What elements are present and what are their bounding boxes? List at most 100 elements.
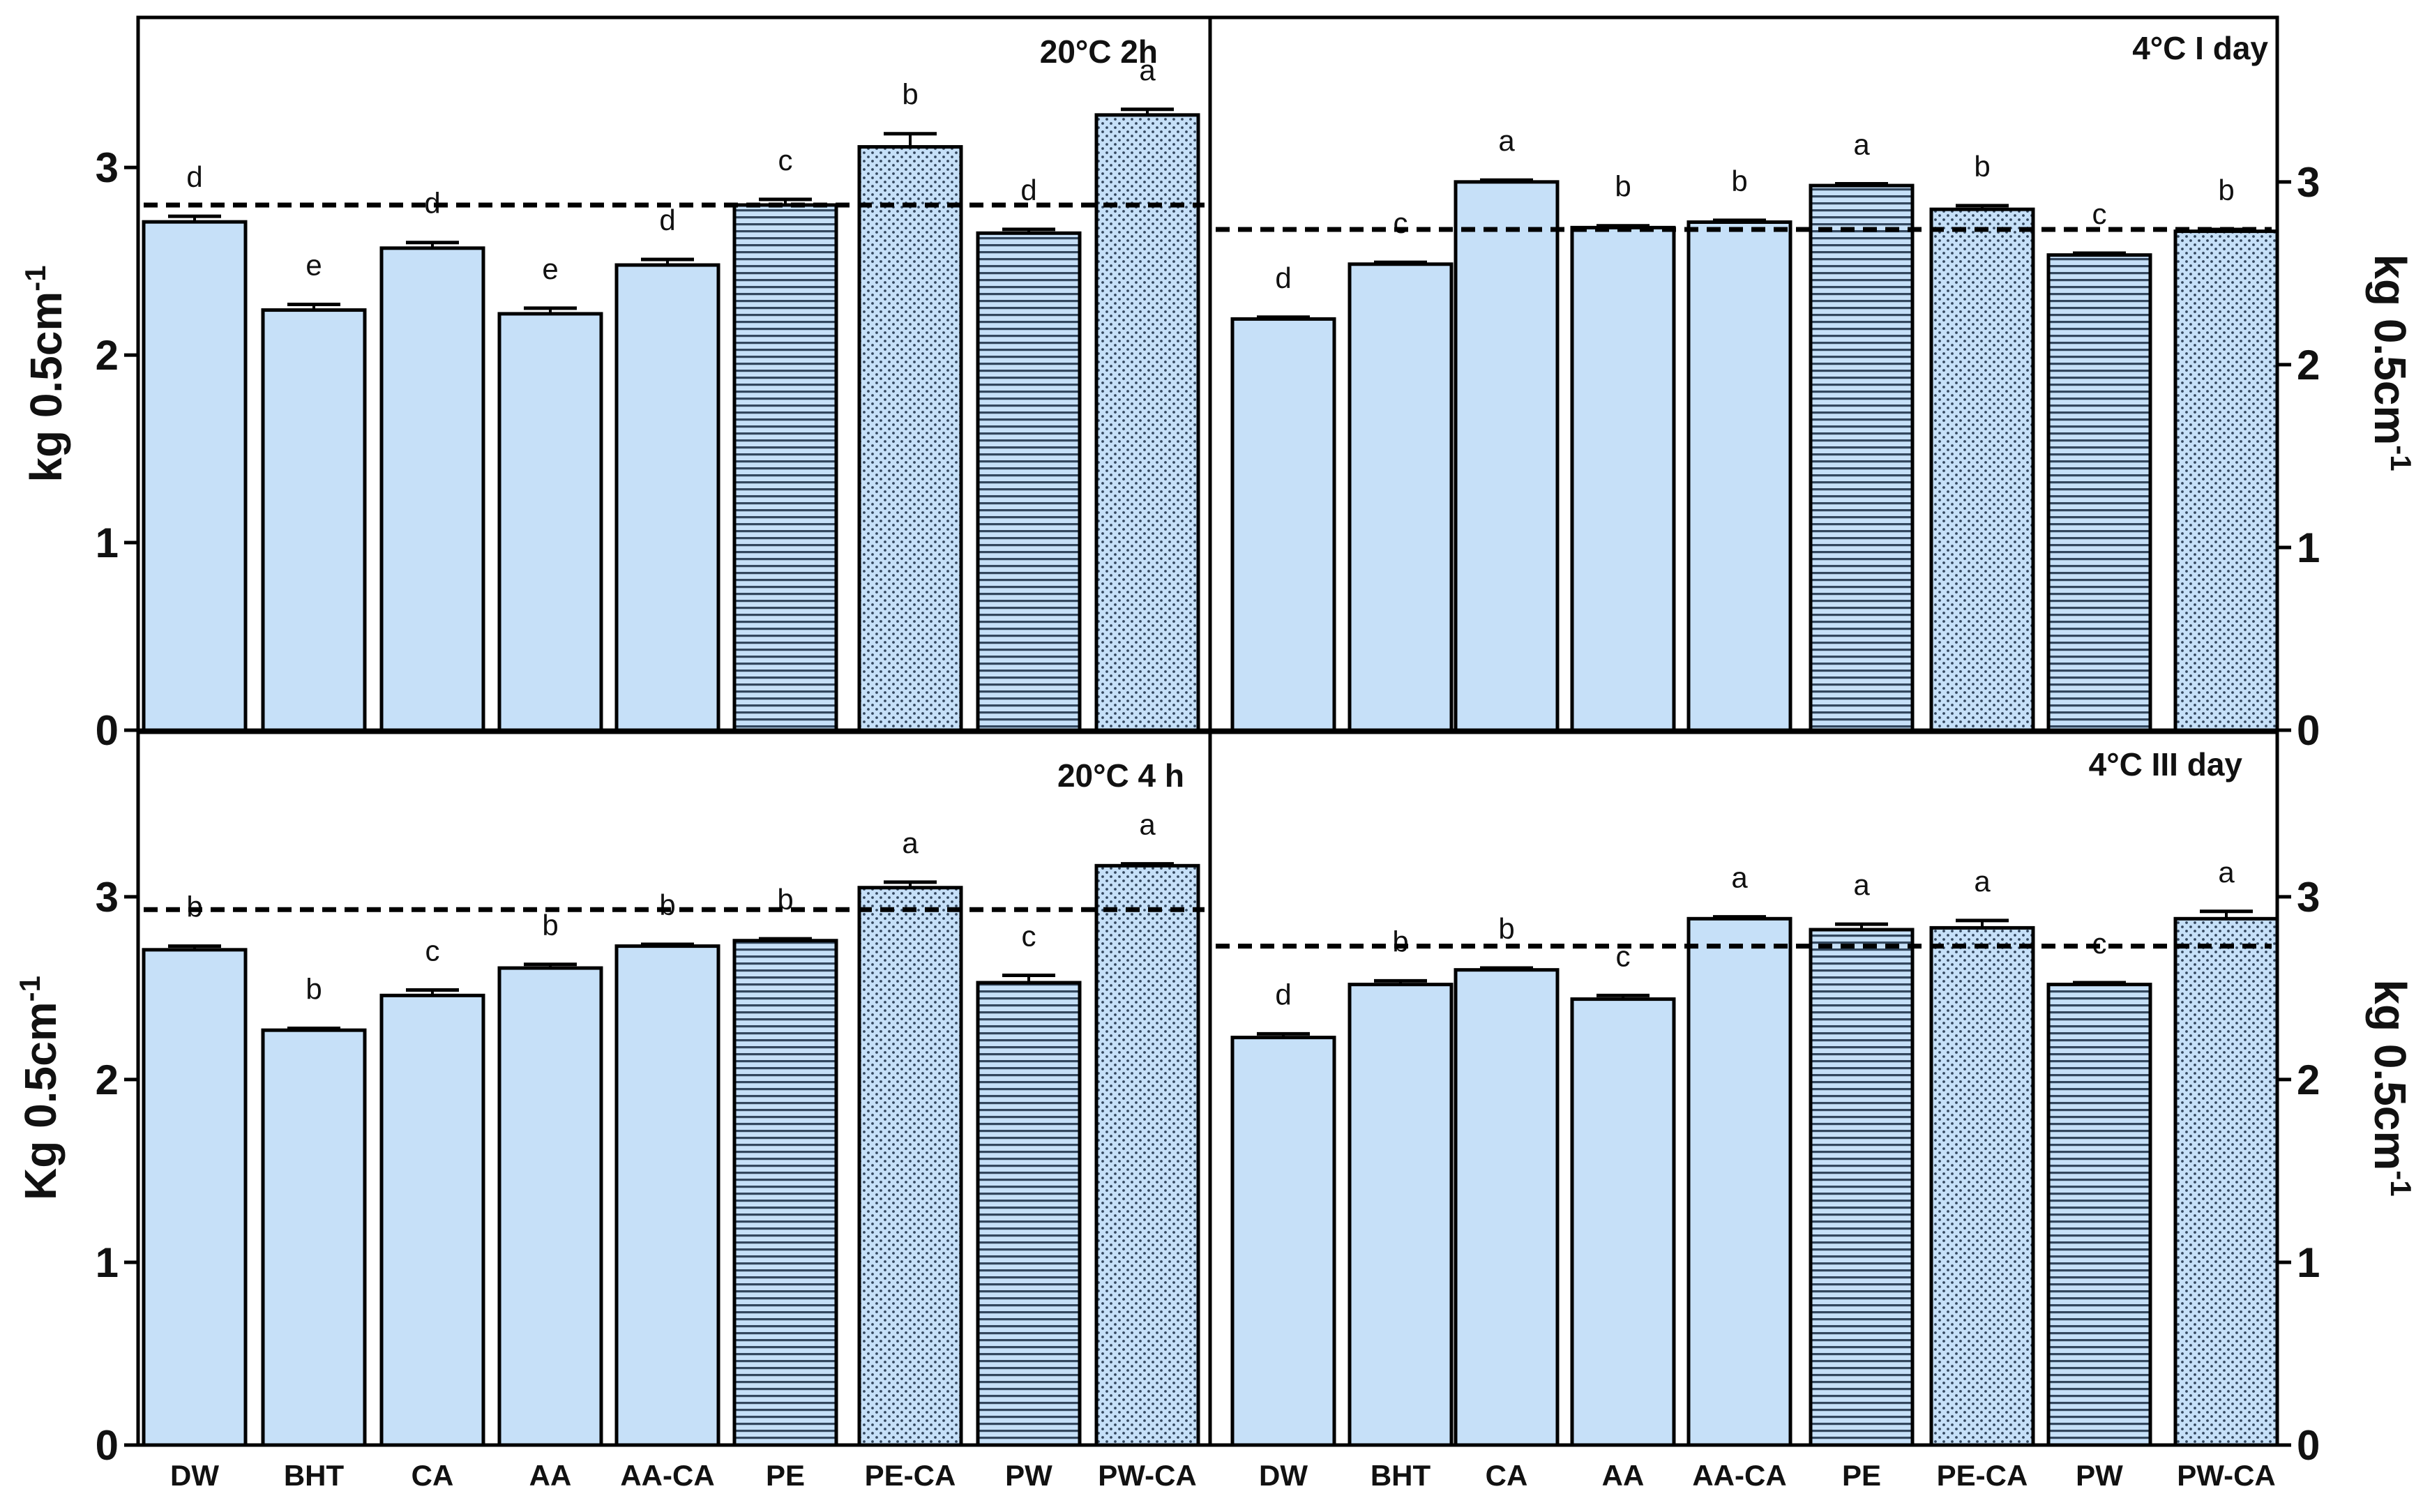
y-tick-label: 1	[96, 520, 119, 566]
x-tick-label: PW-CA	[1098, 1459, 1196, 1492]
y-axis-title-superscript: -1	[19, 265, 52, 291]
y-axis-title-main: kg 0.5cm	[21, 292, 71, 483]
x-tick-label: DW	[170, 1459, 219, 1492]
bar	[142, 948, 248, 1447]
bar	[142, 220, 248, 732]
x-tick-label: PE	[766, 1459, 805, 1492]
panel-4c-i-day: 0 1 2 3 d c a b b a b c b 4°C I day kg 0.5cm-1	[1208, 15, 2418, 754]
y-axis-title-main: Kg 0.5cm	[15, 1001, 66, 1200]
significance-letter: b	[1498, 912, 1514, 945]
bar	[1230, 1036, 1336, 1447]
y-axis-title: kg 0.5cm-1	[19, 265, 72, 482]
y-tick-label: 2	[96, 332, 119, 379]
significance-letter: c	[2092, 927, 2107, 960]
bar	[261, 308, 367, 732]
panel-plot: 0 1 2 3 d e d e d c b d a	[96, 15, 1212, 754]
bar	[1348, 262, 1454, 732]
significance-letter: a	[1853, 868, 1870, 901]
x-tick-label: PE-CA	[1937, 1459, 2028, 1492]
bar	[2173, 229, 2279, 732]
significance-letter: c	[425, 934, 440, 967]
panel-title: 20°C 4 h	[1057, 757, 1184, 794]
bar	[857, 145, 963, 732]
significance-letter: b	[542, 909, 558, 942]
significance-letter: a	[1139, 54, 1156, 86]
x-tick-label: AA-CA	[620, 1459, 714, 1492]
significance-letter: a	[1853, 128, 1870, 160]
significance-letter: c	[1394, 206, 1408, 239]
bar	[1929, 925, 2035, 1447]
y-tick-label: 1	[96, 1239, 119, 1286]
y-axis-title-main: kg 0.5cm	[2365, 254, 2415, 445]
significance-letter: a	[1139, 808, 1156, 841]
y-axis-title: Kg 0.5cm-1	[13, 976, 66, 1200]
bar	[1454, 180, 1560, 732]
significance-letter: d	[1275, 262, 1291, 294]
bar	[261, 1028, 367, 1447]
significance-letter: b	[1615, 170, 1631, 203]
bar	[379, 246, 485, 732]
bar	[379, 993, 485, 1447]
significance-letter: b	[2218, 174, 2234, 206]
bar	[2046, 253, 2152, 732]
y-tick-label: 2	[96, 1057, 119, 1103]
y-tick-label: 3	[96, 874, 119, 921]
significance-letter: b	[1392, 925, 1408, 958]
y-tick-label: 0	[96, 707, 119, 754]
significance-letter: b	[305, 973, 322, 1006]
y-tick-label: 3	[2297, 159, 2320, 206]
panel-20c-2h: 0 1 2 3 d e d e d c b d a 20°C 2h kg 0.5cm-1	[19, 15, 1212, 754]
significance-letter: d	[186, 160, 202, 193]
x-tick-label: BHT	[284, 1459, 345, 1492]
bar	[1570, 225, 1676, 732]
bar	[732, 939, 838, 1447]
significance-letter: d	[424, 187, 440, 220]
bar	[1094, 113, 1200, 732]
y-tick-label: 0	[2297, 707, 2320, 754]
significance-letter: b	[1731, 165, 1747, 197]
bar	[1686, 916, 1792, 1447]
significance-letter: b	[1974, 150, 1990, 183]
significance-letter: a	[1974, 865, 1991, 898]
panel-plot: 0 1 2 3 d c a b b a b c b	[1208, 15, 2320, 754]
bar	[614, 263, 720, 732]
bar	[1929, 207, 2035, 732]
bar	[497, 312, 603, 732]
x-tick-label: AA-CA	[1692, 1459, 1786, 1492]
x-tick-label: PE-CA	[865, 1459, 956, 1492]
x-tick-label: PW-CA	[2177, 1459, 2275, 1492]
significance-letter: d	[659, 204, 675, 236]
bar	[1570, 997, 1676, 1447]
bar	[497, 966, 603, 1447]
bar	[857, 886, 963, 1447]
x-tick-label: PW	[1005, 1459, 1052, 1492]
significance-letter: a	[902, 826, 919, 859]
significance-letter: a	[2218, 856, 2235, 889]
x-tick-label: PW	[2076, 1459, 2123, 1492]
x-tick-label: PE	[1842, 1459, 1881, 1492]
significance-letter: b	[186, 891, 202, 923]
bar	[2173, 916, 2279, 1447]
y-tick-label: 2	[2297, 342, 2320, 388]
y-tick-label: 3	[96, 144, 119, 191]
x-tick-label: AA	[529, 1459, 572, 1492]
significance-letter: b	[659, 889, 675, 921]
significance-letter: c	[1022, 920, 1036, 953]
x-tick-label: CA	[412, 1459, 454, 1492]
bar	[1348, 983, 1454, 1447]
bar	[1094, 863, 1200, 1447]
x-tick-label: BHT	[1371, 1459, 1431, 1492]
bar	[732, 203, 838, 732]
significance-letter: a	[1498, 124, 1515, 157]
significance-letter: d	[1020, 174, 1036, 206]
bar	[1230, 317, 1336, 732]
x-tick-label: AA	[1602, 1459, 1645, 1492]
significance-letter: a	[1731, 861, 1748, 894]
x-tick-label: CA	[1486, 1459, 1528, 1492]
bar	[976, 231, 1082, 732]
y-axis-title-superscript: -1	[13, 976, 46, 1001]
